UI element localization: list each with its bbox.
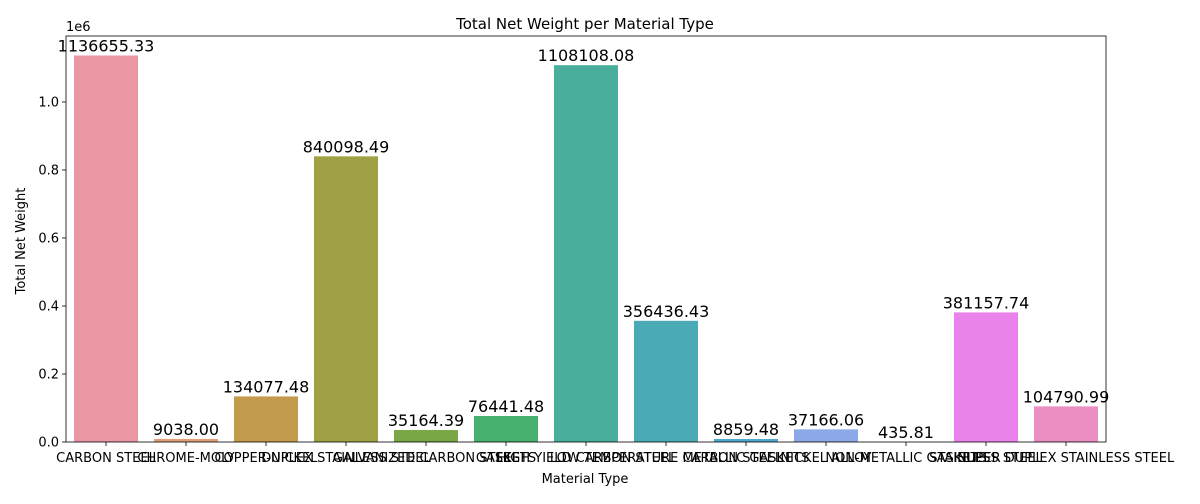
bar-value-label-0: 1136655.33 (58, 36, 155, 55)
x-axis-label: Material Type (542, 472, 629, 487)
bar-12 (1034, 406, 1098, 442)
bar-value-label-11: 381157.74 (943, 293, 1030, 312)
bar-7 (634, 321, 698, 442)
bar-value-label-7: 356436.43 (623, 302, 710, 321)
bar-value-label-2: 134077.48 (223, 377, 310, 396)
y-tick-label-1: 0.2 (38, 367, 59, 382)
bar-6 (554, 65, 618, 442)
bar-value-label-8: 8859.48 (713, 420, 779, 439)
bar-value-label-1: 9038.00 (153, 420, 219, 439)
bar-value-label-3: 840098.49 (303, 137, 390, 156)
y-axis-label: Total Net Weight (14, 188, 29, 296)
bar-11 (954, 312, 1018, 442)
y-tick-label-0: 0.0 (38, 436, 59, 451)
bar-5 (474, 416, 538, 442)
bar-8 (714, 439, 778, 442)
bar-value-label-5: 76441.48 (468, 397, 544, 416)
x-tick-label-12: SUPER DUPLEX STAINLESS STEEL (958, 451, 1175, 466)
bar-9 (794, 429, 858, 442)
bar-value-label-9: 37166.06 (788, 410, 864, 429)
bar-value-label-12: 104790.99 (1023, 387, 1110, 406)
plot-area: 1136655.33 9038.00 134077.48 840098.49 35164… (38, 36, 1175, 466)
y-tick-label-3: 0.6 (38, 231, 59, 246)
y-axis-offset-label: 1e6 (66, 20, 91, 35)
y-tick-label-4: 0.8 (38, 163, 59, 178)
bar-0 (74, 55, 138, 442)
y-tick-label-5: 1.0 (38, 95, 59, 110)
bar-1 (154, 439, 218, 442)
bar-2 (234, 396, 298, 442)
y-tick-label-2: 0.4 (38, 299, 59, 314)
bar-value-label-6: 1108108.08 (538, 46, 635, 65)
bar-value-label-4: 35164.39 (388, 411, 464, 430)
bar-value-label-10: 435.81 (878, 423, 934, 442)
bar-4 (394, 430, 458, 442)
chart-title: Total Net Weight per Material Type (455, 15, 714, 33)
bar-3 (314, 156, 378, 442)
